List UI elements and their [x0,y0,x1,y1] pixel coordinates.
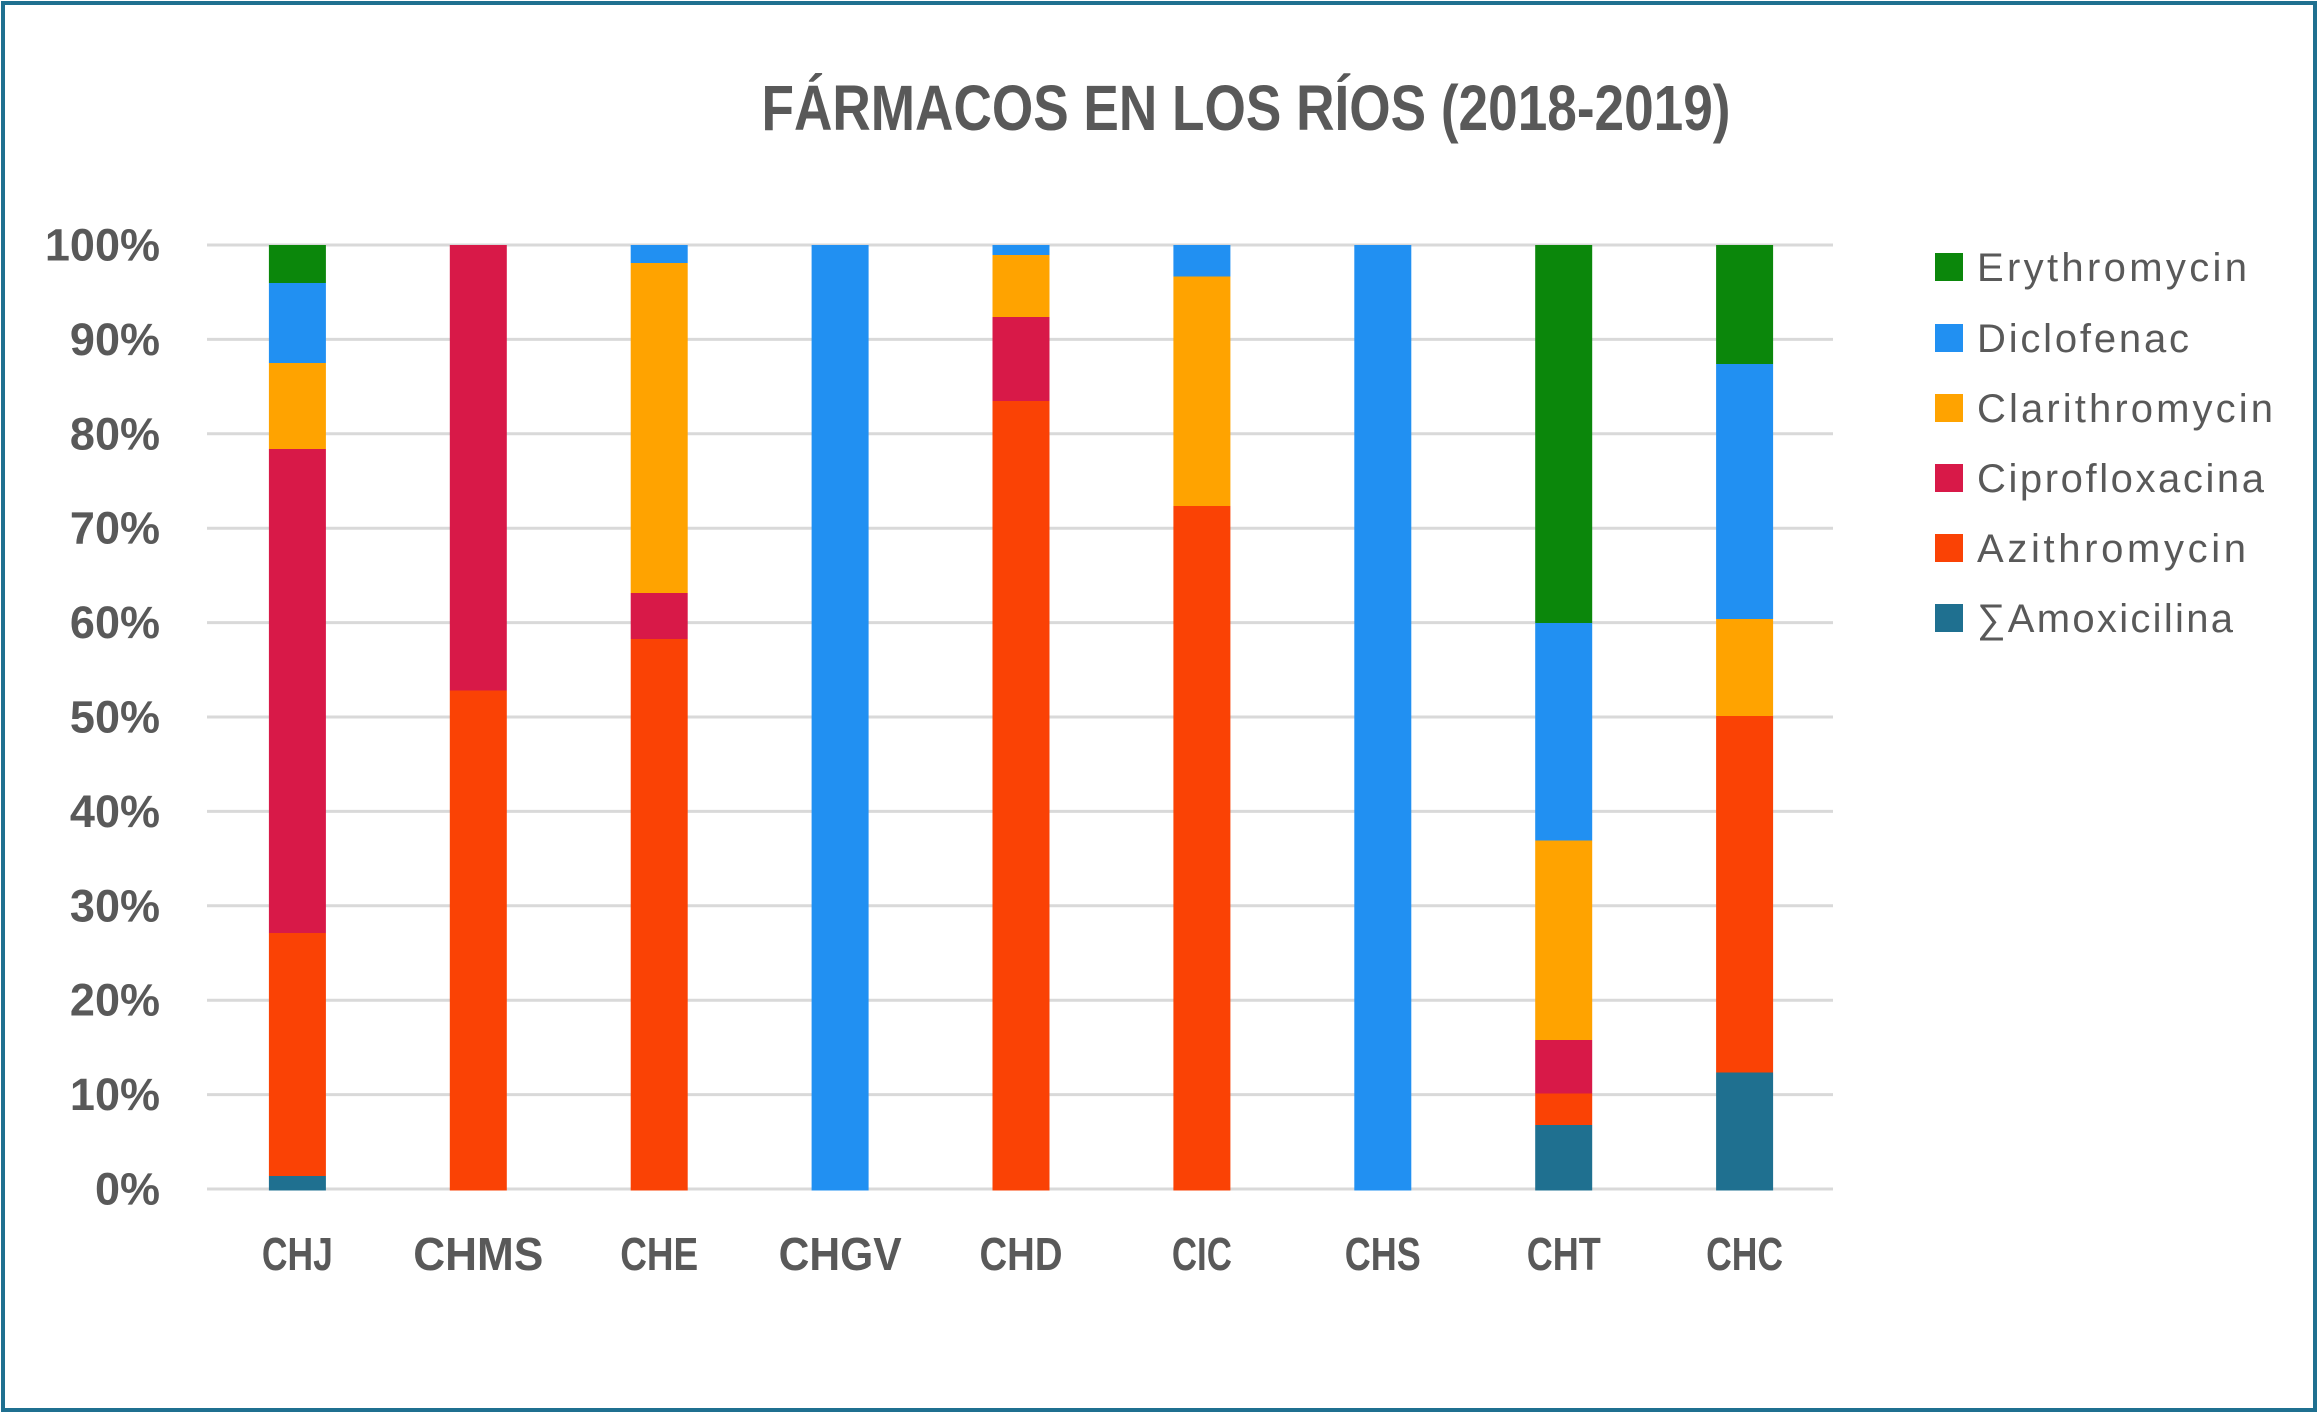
svg-text:CHGV: CHGV [779,1228,902,1280]
svg-text:80%: 80% [70,408,160,459]
svg-text:100%: 100% [45,220,160,271]
svg-text:70%: 70% [70,503,160,554]
svg-text:0%: 0% [95,1164,160,1215]
svg-text:30%: 30% [70,880,160,931]
svg-text:FÁRMACOS EN LOS RÍOS (2018-201: FÁRMACOS EN LOS RÍOS (2018-2019) [762,72,1731,144]
svg-text:50%: 50% [70,692,160,743]
svg-text:Erythromycin: Erythromycin [1977,246,2247,290]
svg-text:CHC: CHC [1706,1228,1783,1280]
svg-text:CHJ: CHJ [262,1228,333,1280]
svg-text:CIC: CIC [1172,1228,1232,1280]
svg-text:Ciprofloxacina: Ciprofloxacina [1977,457,2265,501]
svg-text:90%: 90% [70,314,160,365]
svg-text:CHS: CHS [1345,1228,1421,1280]
svg-text:CHE: CHE [620,1228,698,1280]
svg-text:CHMS: CHMS [413,1228,543,1280]
svg-text:∑Amoxicilina: ∑Amoxicilina [1977,597,2234,641]
svg-text:Diclofenac: Diclofenac [1977,317,2189,361]
svg-text:20%: 20% [70,975,160,1026]
svg-text:CHD: CHD [980,1228,1063,1280]
svg-text:40%: 40% [70,786,160,837]
svg-text:60%: 60% [70,597,160,648]
svg-text:Azithromycin: Azithromycin [1977,527,2246,571]
svg-text:10%: 10% [70,1069,160,1120]
svg-text:Clarithromycin: Clarithromycin [1977,387,2273,431]
svg-text:CHT: CHT [1527,1228,1601,1280]
